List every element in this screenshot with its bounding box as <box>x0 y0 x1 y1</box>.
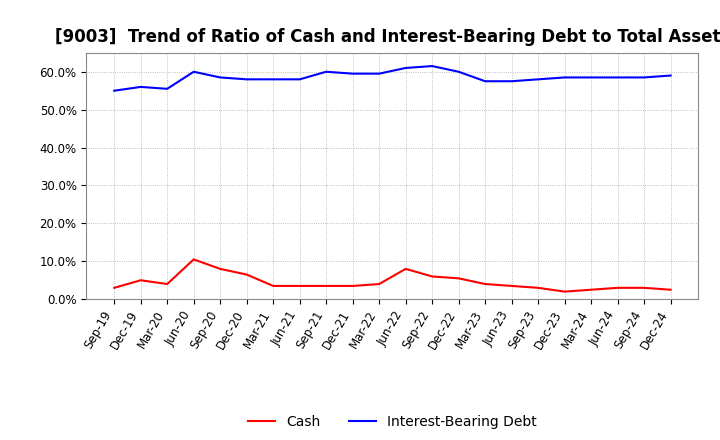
Cash <box>454 276 463 281</box>
Cash <box>243 272 251 277</box>
Interest-Bearing Debt <box>534 77 542 82</box>
Interest-Bearing Debt <box>216 75 225 80</box>
Title: [9003]  Trend of Ratio of Cash and Interest-Bearing Debt to Total Assets: [9003] Trend of Ratio of Cash and Intere… <box>55 28 720 46</box>
Cash <box>348 283 357 289</box>
Interest-Bearing Debt <box>322 69 330 74</box>
Cash <box>613 285 622 290</box>
Interest-Bearing Debt <box>401 65 410 70</box>
Interest-Bearing Debt <box>560 75 569 80</box>
Cash <box>587 287 595 292</box>
Interest-Bearing Debt <box>640 75 649 80</box>
Interest-Bearing Debt <box>375 71 384 76</box>
Interest-Bearing Debt <box>587 75 595 80</box>
Cash <box>401 266 410 271</box>
Cash <box>136 278 145 283</box>
Interest-Bearing Debt <box>454 69 463 74</box>
Cash <box>481 282 490 287</box>
Cash <box>560 289 569 294</box>
Interest-Bearing Debt <box>348 71 357 76</box>
Interest-Bearing Debt <box>613 75 622 80</box>
Line: Cash: Cash <box>114 260 670 292</box>
Cash <box>110 285 119 290</box>
Interest-Bearing Debt <box>189 69 198 74</box>
Cash <box>163 282 171 287</box>
Cash <box>269 283 277 289</box>
Interest-Bearing Debt <box>295 77 304 82</box>
Interest-Bearing Debt <box>508 79 516 84</box>
Interest-Bearing Debt <box>269 77 277 82</box>
Cash <box>189 257 198 262</box>
Cash <box>666 287 675 292</box>
Cash <box>640 285 649 290</box>
Cash <box>295 283 304 289</box>
Legend: Cash, Interest-Bearing Debt: Cash, Interest-Bearing Debt <box>242 410 543 435</box>
Cash <box>375 282 384 287</box>
Interest-Bearing Debt <box>136 84 145 90</box>
Cash <box>216 266 225 271</box>
Cash <box>534 285 542 290</box>
Cash <box>428 274 436 279</box>
Interest-Bearing Debt <box>243 77 251 82</box>
Interest-Bearing Debt <box>163 86 171 92</box>
Line: Interest-Bearing Debt: Interest-Bearing Debt <box>114 66 670 91</box>
Interest-Bearing Debt <box>666 73 675 78</box>
Cash <box>508 283 516 289</box>
Interest-Bearing Debt <box>428 63 436 69</box>
Cash <box>322 283 330 289</box>
Interest-Bearing Debt <box>110 88 119 93</box>
Interest-Bearing Debt <box>481 79 490 84</box>
